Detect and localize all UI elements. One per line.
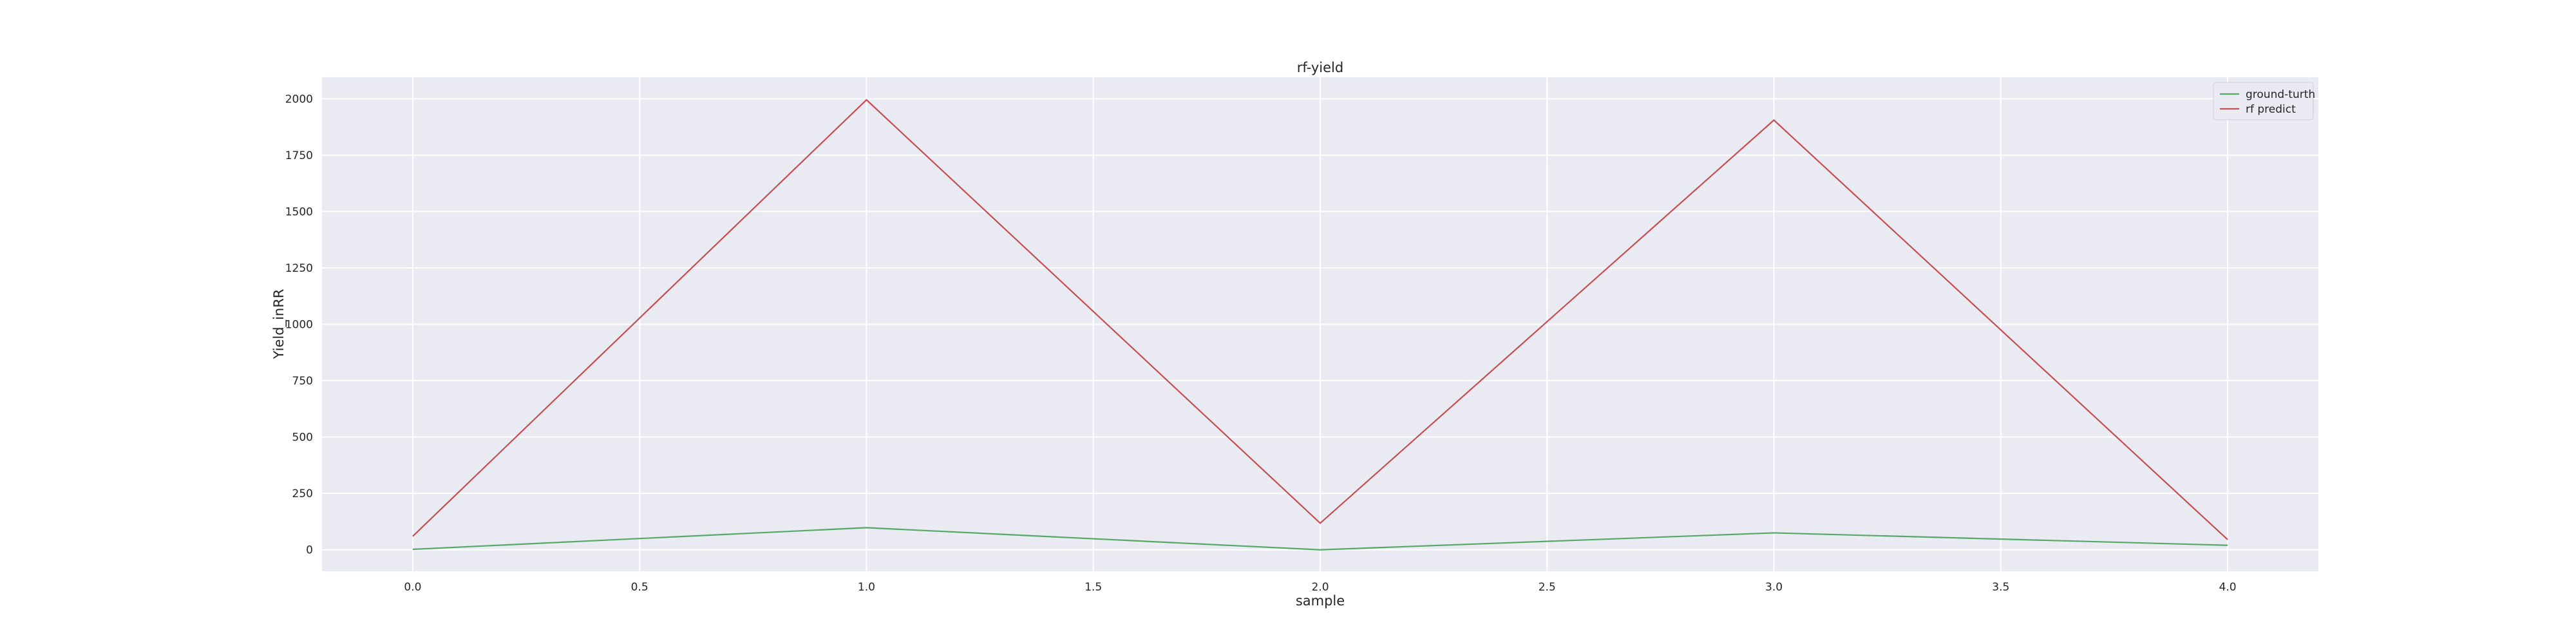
x-axis-label: sample	[1296, 593, 1345, 609]
chart-title: rf-yield	[1297, 60, 1343, 75]
legend-label: ground-turth	[2246, 88, 2315, 101]
x-tick-label: 0.0	[404, 581, 421, 594]
x-tick-label: 3.5	[1992, 581, 2009, 594]
y-tick-label: 500	[292, 431, 313, 444]
legend-label: rf predict	[2246, 103, 2296, 116]
y-tick-label: 1250	[285, 262, 313, 275]
x-tick-label: 0.5	[631, 581, 649, 594]
y-tick-label: 1000	[285, 319, 313, 332]
x-tick-label: 1.0	[858, 581, 875, 594]
y-axis-label: Yield_inRR	[271, 289, 287, 360]
legend[interactable]: ground-turth rf predict	[2213, 82, 2315, 120]
y-tick-label: 2000	[285, 93, 313, 106]
legend-box	[2213, 82, 2314, 120]
x-tick-label: 2.0	[1311, 581, 1329, 594]
y-tick-label: 750	[292, 375, 313, 388]
x-tick-labels: 0.0 0.5 1.0 1.5 2.0 2.5 3.0 3.5 4.0	[404, 581, 2236, 594]
y-tick-label: 0	[306, 544, 313, 557]
y-tick-label: 1750	[285, 149, 313, 162]
x-tick-label: 2.5	[1539, 581, 1556, 594]
x-tick-label: 1.5	[1084, 581, 1102, 594]
x-tick-label: 3.0	[1765, 581, 1783, 594]
series-line-0	[412, 527, 2228, 551]
series-lines	[412, 99, 2228, 551]
y-tick-label: 250	[292, 488, 313, 500]
series-line-1	[412, 99, 2228, 540]
x-tick-label: 4.0	[2219, 581, 2237, 594]
y-tick-label: 1500	[285, 205, 313, 218]
y-tick-labels: 0 250 500 750 1000 1250 1500 1750 2000	[285, 93, 313, 556]
